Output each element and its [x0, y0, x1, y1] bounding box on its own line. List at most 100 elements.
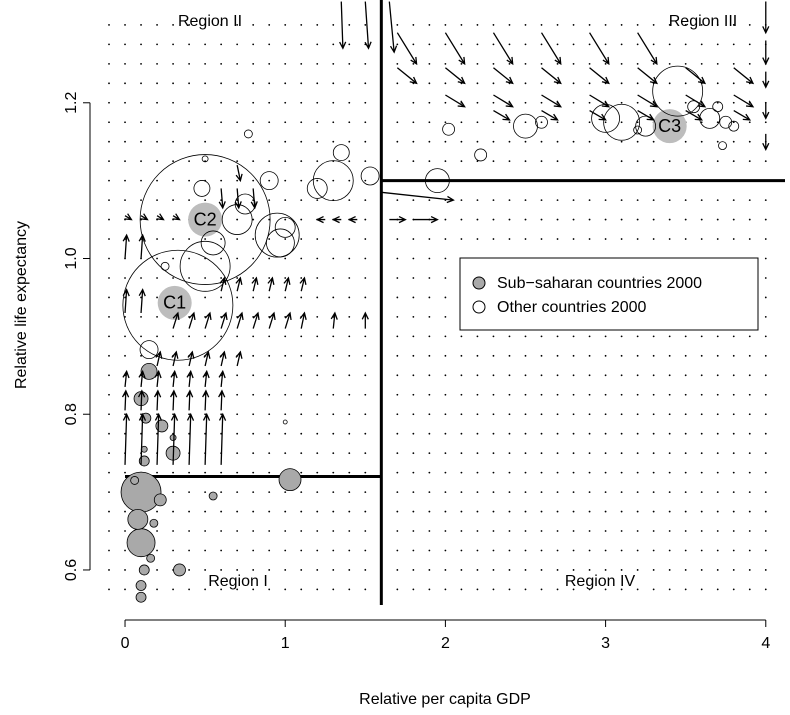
grid-dot: [172, 24, 174, 26]
arrow: [138, 412, 147, 465]
arrow: [733, 110, 752, 121]
grid-dot: [556, 335, 559, 338]
grid-dot: [524, 101, 527, 104]
grid-dot: [700, 530, 703, 532]
arrow: [541, 67, 562, 85]
grid-dot: [188, 199, 190, 202]
grid-dot: [732, 471, 735, 474]
grid-dot: [316, 413, 319, 416]
grid-dot: [396, 491, 399, 493]
grid-dot: [540, 199, 543, 202]
grid-dot: [572, 471, 575, 474]
grid-dot: [620, 393, 623, 396]
grid-dot: [620, 569, 623, 571]
grid-dot: [204, 549, 207, 552]
grid-dot: [732, 354, 735, 357]
grid-dot: [300, 510, 303, 513]
grid-dot: [572, 62, 575, 65]
arrow: [203, 350, 211, 367]
grid-dot: [204, 491, 207, 493]
grid-dot: [620, 101, 623, 104]
grid-dot: [364, 569, 367, 571]
grid-dot: [492, 491, 495, 493]
grid-dot: [348, 354, 351, 357]
grid-dot: [764, 549, 767, 552]
grid-dot: [268, 354, 271, 357]
grid-dot: [716, 471, 719, 474]
grid-dot: [508, 549, 511, 552]
grid-dot: [172, 491, 174, 493]
grid-dot: [732, 374, 735, 377]
grid-dot: [620, 491, 623, 493]
grid-dot: [716, 43, 719, 46]
grid-dot: [604, 588, 607, 591]
grid-dot: [172, 549, 174, 552]
grid-dot: [508, 238, 511, 240]
grid-dot: [572, 199, 575, 202]
grid-dot: [652, 393, 655, 396]
grid-dot: [412, 296, 415, 299]
grid-dot: [396, 432, 399, 435]
grid-dot: [412, 374, 415, 377]
arrow: [762, 133, 770, 151]
grid-dot: [364, 24, 367, 26]
grid-dot: [220, 277, 223, 279]
grid-dot: [172, 82, 174, 85]
grid-dot: [668, 199, 671, 202]
grid-dot: [524, 121, 527, 124]
grid-dot: [588, 82, 591, 85]
grid-dot: [156, 179, 158, 182]
grid-dot: [124, 413, 126, 416]
grid-dot: [284, 218, 287, 221]
grid-dot: [604, 432, 607, 435]
grid-dot: [348, 491, 351, 493]
grid-dot: [556, 62, 559, 65]
cluster-marker: [652, 109, 687, 144]
grid-dot: [236, 491, 239, 493]
grid-dot: [604, 510, 607, 513]
grid-dot: [396, 569, 399, 571]
grid-dot: [668, 588, 671, 591]
grid-dot: [476, 335, 479, 338]
grid-dot: [460, 374, 463, 377]
cluster-label: C3: [658, 116, 681, 136]
grid-dot: [172, 238, 174, 240]
arrow: [364, 1, 372, 50]
grid-dot: [364, 179, 367, 182]
grid-dot: [364, 335, 367, 338]
grid-dot: [156, 238, 158, 240]
grid-dot: [652, 238, 655, 240]
grid-dot: [588, 510, 591, 513]
grid-dot: [540, 530, 543, 532]
grid-dot: [396, 238, 399, 240]
grid-dot: [188, 140, 190, 143]
grid-dot: [476, 452, 479, 455]
grid-dot: [460, 140, 463, 143]
grid-dot: [108, 588, 110, 591]
grid-dot: [428, 24, 431, 26]
grid-dot: [332, 432, 335, 435]
grid-dot: [620, 62, 623, 65]
grid-dot: [108, 62, 110, 65]
grid-dot: [492, 160, 495, 163]
arrow: [492, 32, 514, 66]
grid-dot: [748, 588, 751, 591]
grid-dot: [220, 588, 223, 591]
grid-dot: [700, 510, 703, 513]
grid-dot: [460, 121, 463, 124]
grid-dot: [332, 471, 335, 474]
grid-dot: [348, 160, 351, 163]
grid-dot: [604, 121, 607, 124]
grid-dot: [284, 335, 287, 338]
grid-dot: [684, 374, 687, 377]
grid-dot: [108, 393, 110, 396]
grid-dot: [636, 510, 639, 513]
grid-dot: [572, 101, 575, 104]
grid-dot: [572, 43, 575, 46]
grid-dot: [604, 491, 607, 493]
grid-dot: [108, 296, 110, 299]
grid-dot: [412, 277, 415, 279]
grid-dot: [300, 121, 303, 124]
grid-dot: [748, 199, 751, 202]
bubble: [160, 261, 170, 271]
